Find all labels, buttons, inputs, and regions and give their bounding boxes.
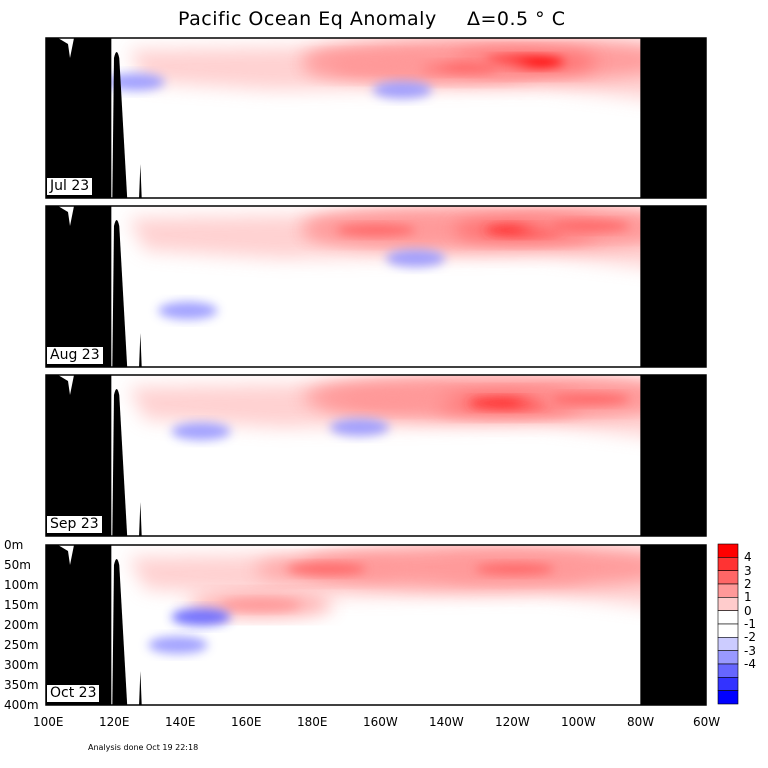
cool-spot [385, 249, 446, 268]
colorbar-swatch [717, 690, 739, 705]
panel-month-label: Aug 23 [47, 347, 103, 364]
panel-month-label: Sep 23 [47, 516, 102, 533]
land-east [640, 38, 706, 198]
land-west [46, 375, 112, 536]
colorbar-label: 2 [744, 577, 752, 591]
y-tick-label: 150m [4, 598, 39, 612]
x-tick-label: 140W [429, 715, 464, 729]
land-gap [58, 375, 74, 395]
y-tick-label: 50m [4, 558, 31, 572]
y-tick-label: 100m [4, 578, 39, 592]
contour-interval: Δ=0.5 ° C [467, 8, 566, 30]
x-tick-label: 180E [297, 715, 328, 729]
colorbar-swatch [717, 637, 739, 651]
panel-oct-23 [46, 545, 706, 705]
colorbar-label: -3 [744, 643, 756, 658]
x-tick-label: 100E [33, 715, 64, 729]
colorbar-swatch [717, 597, 739, 611]
x-tick-label: 140E [165, 715, 196, 729]
land-west [46, 206, 112, 367]
land-east [640, 545, 706, 705]
land-gap [58, 206, 74, 226]
x-tick-label: 120W [495, 715, 530, 729]
colorbar [717, 543, 739, 705]
cool-spot [372, 81, 433, 99]
colorbar-label: 4 [744, 550, 752, 565]
panel-month-label: Jul 23 [47, 178, 93, 195]
title-text: Pacific Ocean Eq Anomaly [178, 8, 437, 30]
chart-title: Pacific Ocean Eq Anomaly Δ=0.5 ° C [0, 8, 768, 36]
x-tick-label: 120E [99, 715, 130, 729]
colorbar-swatch [717, 557, 739, 571]
x-tick-label: 80W [627, 715, 655, 729]
land-gap [58, 38, 74, 58]
land-philippines [112, 220, 128, 367]
colorbar-swatch [717, 623, 739, 638]
land-gap [58, 545, 74, 565]
warm-core [286, 563, 367, 575]
cool-spot [329, 418, 390, 437]
land-island [139, 671, 142, 705]
colorbar-swatch [717, 677, 739, 691]
y-tick-label: 350m [4, 678, 39, 692]
land-philippines [112, 52, 128, 198]
cool-spot [171, 422, 231, 441]
cool-spot [148, 636, 208, 654]
panel-frame [45, 37, 707, 199]
warm-core [474, 563, 555, 575]
colorbar-label: -1 [744, 617, 756, 631]
land-philippines [112, 559, 128, 705]
colorbar-label: 3 [744, 563, 752, 578]
analysis-footnote: Analysis done Oct 19 22:18 [88, 743, 199, 752]
land-island [139, 164, 142, 198]
warm-core [336, 224, 416, 236]
panel-jul-23 [46, 38, 706, 198]
land-east [640, 206, 706, 367]
land-island [139, 333, 142, 367]
colorbar-label: 0 [744, 603, 752, 618]
colorbar-swatch [717, 570, 739, 585]
colorbar-swatch [717, 583, 739, 598]
panel-month-label: Oct 23 [47, 685, 100, 702]
y-tick-label: 200m [4, 618, 39, 632]
y-tick-label: 300m [4, 658, 39, 672]
colorbar-swatch [717, 543, 739, 558]
warm-core [550, 220, 631, 232]
x-tick-label: 100W [561, 715, 596, 729]
warm-core [352, 393, 433, 405]
warm-core [550, 393, 631, 405]
y-tick-label: 0m [4, 538, 24, 552]
panel-frame [45, 544, 707, 706]
colorbar-label: -2 [744, 630, 756, 645]
land-island [139, 502, 142, 536]
cool-spot [158, 301, 218, 320]
colorbar-swatch [717, 650, 739, 665]
y-tick-label: 400m [4, 698, 39, 712]
panel-aug-23 [46, 206, 706, 367]
land-philippines [112, 389, 128, 536]
land-west [46, 545, 112, 705]
colorbar-label: 1 [744, 590, 752, 605]
x-tick-label: 160W [363, 715, 398, 729]
land-west [46, 38, 112, 198]
panel-frame [45, 205, 707, 368]
warm-core [220, 599, 301, 611]
warm-core [336, 60, 416, 72]
colorbar-swatch [717, 610, 739, 625]
x-tick-label: 60W [693, 715, 721, 729]
land-east [640, 375, 706, 536]
cool-spot [171, 608, 231, 626]
colorbar-label: -4 [744, 657, 756, 671]
panel-sep-23 [46, 375, 706, 536]
panel-frame [45, 374, 707, 537]
x-tick-label: 160E [231, 715, 262, 729]
y-tick-label: 250m [4, 638, 39, 652]
colorbar-swatch [717, 663, 739, 678]
